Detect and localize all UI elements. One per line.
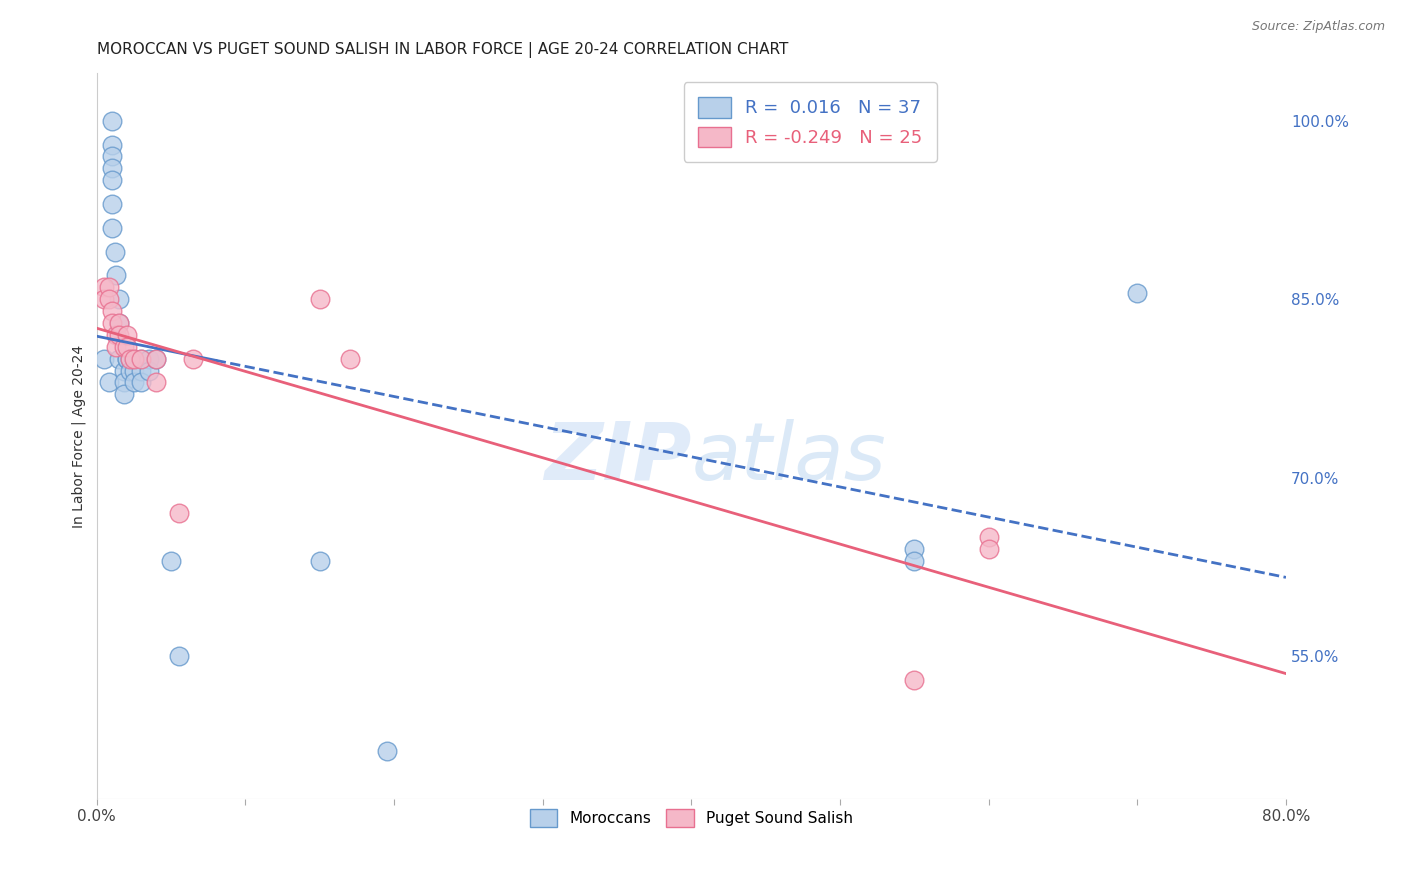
Text: MOROCCAN VS PUGET SOUND SALISH IN LABOR FORCE | AGE 20-24 CORRELATION CHART: MOROCCAN VS PUGET SOUND SALISH IN LABOR … [97, 42, 789, 58]
Point [977, 530, 1000, 544]
Y-axis label: In Labor Force | Age 20-24: In Labor Force | Age 20-24 [72, 344, 86, 527]
Point [145, 351, 167, 366]
Point [93, 292, 115, 306]
Text: atlas: atlas [692, 418, 886, 497]
Point [167, 506, 190, 520]
Point [903, 541, 925, 556]
Point [100, 304, 122, 318]
Point [97, 292, 120, 306]
Point [183, 351, 205, 366]
Point [131, 363, 153, 377]
Point [118, 351, 141, 366]
Point [115, 340, 138, 354]
Point [100, 197, 122, 211]
Point [115, 327, 138, 342]
Point [100, 316, 122, 330]
Point [105, 268, 128, 283]
Point [145, 376, 167, 390]
Point [375, 744, 398, 758]
Point [122, 351, 145, 366]
Point [339, 351, 361, 366]
Point [100, 161, 122, 176]
Point [97, 280, 120, 294]
Point [122, 363, 145, 377]
Point [100, 220, 122, 235]
Point [160, 554, 183, 568]
Point [108, 316, 131, 330]
Point [903, 554, 925, 568]
Point [115, 351, 138, 366]
Point [131, 351, 153, 366]
Point [105, 327, 128, 342]
Point [122, 351, 145, 366]
Point [115, 351, 138, 366]
Point [100, 137, 122, 152]
Point [100, 173, 122, 187]
Point [112, 340, 135, 354]
Point [131, 376, 153, 390]
Point [122, 376, 145, 390]
Point [108, 292, 131, 306]
Point [131, 351, 153, 366]
Text: ZIP: ZIP [544, 418, 692, 497]
Point [138, 351, 160, 366]
Point [118, 351, 141, 366]
Point [108, 316, 131, 330]
Point [167, 649, 190, 664]
Point [1126, 286, 1149, 301]
Point [903, 673, 925, 687]
Point [93, 351, 115, 366]
Point [104, 244, 127, 259]
Point [93, 280, 115, 294]
Point [138, 363, 160, 377]
Point [118, 363, 141, 377]
Point [100, 149, 122, 163]
Point [112, 363, 135, 377]
Point [112, 376, 135, 390]
Text: Source: ZipAtlas.com: Source: ZipAtlas.com [1251, 20, 1385, 33]
Legend: Moroccans, Puget Sound Salish: Moroccans, Puget Sound Salish [522, 802, 860, 835]
Point [308, 554, 330, 568]
Point [108, 327, 131, 342]
Point [112, 387, 135, 401]
Point [145, 351, 167, 366]
Point [105, 340, 128, 354]
Point [97, 376, 120, 390]
Point [108, 351, 131, 366]
Point [100, 113, 122, 128]
Point [977, 541, 1000, 556]
Point [308, 292, 330, 306]
